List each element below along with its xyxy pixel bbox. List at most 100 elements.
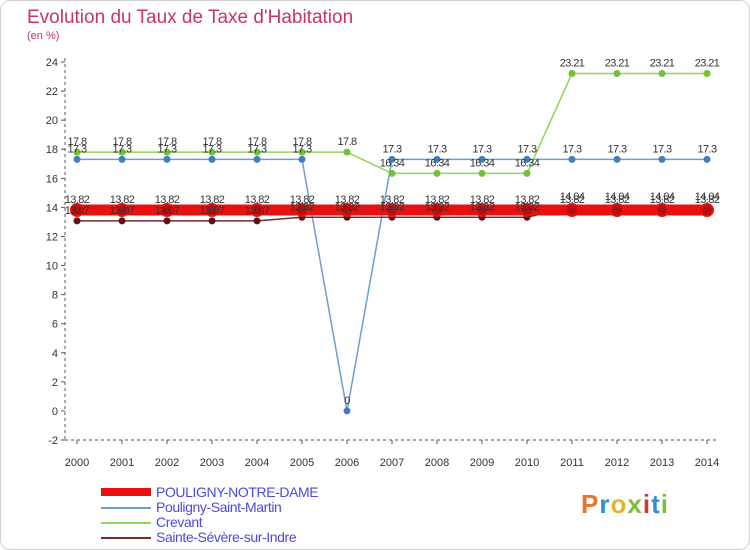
data-label: 13.07: [155, 205, 180, 217]
data-point: [118, 217, 126, 225]
data-label: 17.3: [67, 143, 86, 155]
y-tick-label: 12: [46, 231, 58, 243]
data-point: [700, 203, 714, 218]
proxiti-logo[interactable]: Proxiti: [581, 489, 669, 520]
data-point: [118, 148, 126, 156]
data-point: [475, 203, 489, 218]
data-label: 13.07: [65, 205, 90, 217]
legend-label: Pouligny-Saint-Martin: [156, 499, 282, 515]
data-label: 17.8: [202, 136, 221, 148]
data-point: [343, 407, 351, 415]
logo-letter: x: [627, 489, 643, 519]
data-point: [613, 155, 621, 163]
data-point: [163, 148, 171, 156]
y-tick-label: 8: [52, 290, 58, 302]
data-label: 13.32: [425, 201, 450, 213]
x-tick-label: 2001: [110, 457, 134, 469]
data-point: [658, 155, 666, 163]
data-label: 23.21: [695, 57, 720, 69]
data-point: [523, 155, 531, 163]
logo-letter: i: [642, 489, 652, 519]
data-point: [433, 155, 441, 163]
data-label: 13.32: [380, 201, 405, 213]
x-tick-label: 2003: [200, 457, 224, 469]
data-label: 17.8: [247, 136, 266, 148]
data-label: 14.04: [650, 191, 675, 203]
data-point: [208, 148, 216, 156]
data-point: [118, 155, 126, 163]
legend-label: Sainte-Sévère-sur-Indre: [156, 529, 297, 545]
logo-letter: i: [660, 489, 669, 519]
x-tick-label: 2007: [380, 457, 404, 469]
y-tick-label: 6: [52, 319, 58, 331]
data-label: 13.82: [155, 194, 180, 206]
data-point: [523, 169, 531, 177]
y-tick-label: 4: [52, 348, 58, 360]
x-tick-label: 2004: [245, 457, 269, 469]
chart-title: Evolution du Taux de Taxe d'Habitation: [27, 7, 354, 28]
data-point: [208, 217, 216, 225]
data-point: [703, 155, 711, 163]
data-label: 17.8: [292, 136, 311, 148]
data-label: 13.07: [200, 205, 225, 217]
data-point: [298, 148, 306, 156]
data-label: 23.21: [605, 57, 630, 69]
data-point: [73, 155, 81, 163]
data-label: 17.3: [562, 143, 581, 155]
x-tick-label: 2002: [155, 457, 179, 469]
data-label: 13.82: [695, 194, 720, 206]
chart-subtitle: (en %): [27, 30, 60, 42]
x-tick-label: 2010: [515, 457, 539, 469]
data-label: 14.04: [695, 191, 720, 203]
data-point: [163, 155, 171, 163]
data-point: [70, 203, 84, 218]
data-point: [298, 155, 306, 163]
data-point: [430, 203, 444, 218]
data-label: 13.32: [515, 201, 540, 213]
data-point: [655, 203, 669, 218]
data-point: [73, 148, 81, 156]
legend-swatch: [101, 488, 151, 496]
logo-letter: t: [651, 489, 661, 519]
legend-swatch: [101, 522, 151, 524]
data-label: 13.82: [380, 194, 405, 206]
y-tick-label: 10: [46, 261, 58, 273]
data-label: 16.34: [515, 157, 540, 169]
data-label: 0: [344, 395, 350, 407]
x-tick-label: 2012: [605, 457, 629, 469]
data-label: 16.34: [470, 157, 495, 169]
x-tick-label: 2006: [335, 457, 359, 469]
data-label: 17.3: [472, 143, 491, 155]
y-tick-label: 20: [46, 115, 58, 127]
y-tick-label: -2: [48, 435, 58, 447]
data-point: [478, 155, 486, 163]
data-label: 13.82: [470, 194, 495, 206]
data-label: 17.3: [517, 143, 536, 155]
data-point: [388, 155, 396, 163]
data-point: [658, 69, 666, 77]
data-label: 13.82: [650, 194, 675, 206]
x-tick-label: 2000: [65, 457, 89, 469]
data-point: [115, 203, 129, 218]
data-label: 17.3: [247, 143, 266, 155]
data-point: [253, 148, 261, 156]
x-tick-label: 2013: [650, 457, 674, 469]
data-label: 13.07: [110, 205, 135, 217]
y-tick-label: 2: [52, 377, 58, 389]
data-label: 13.32: [290, 201, 315, 213]
x-tick-label: 2005: [290, 457, 314, 469]
series-lines-group: [70, 69, 714, 415]
data-point: [163, 217, 171, 225]
data-point: [295, 203, 309, 218]
data-point: [613, 69, 621, 77]
logo-letter: P: [581, 489, 600, 519]
data-point: [340, 203, 354, 218]
data-point: [433, 169, 441, 177]
legend-swatch: [101, 537, 151, 539]
data-point: [253, 155, 261, 163]
data-label: 17.8: [112, 136, 131, 148]
data-point: [565, 203, 579, 218]
data-label: 16.34: [380, 157, 405, 169]
